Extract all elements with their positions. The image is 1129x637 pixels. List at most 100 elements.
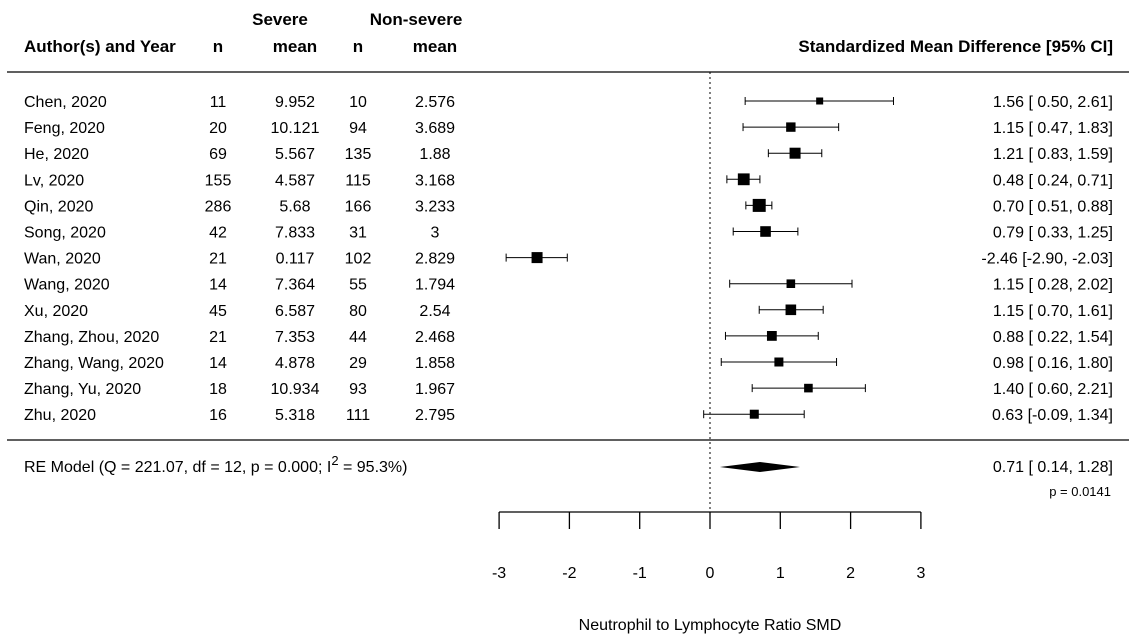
study-label: He, 2020: [24, 146, 89, 163]
x-tick-label: 3: [916, 565, 925, 582]
x-tick-label: -1: [633, 565, 647, 582]
x-tick-label: 1: [776, 565, 785, 582]
mean-nonsevere-value: 3.168: [415, 172, 455, 189]
mean-nonsevere-value: 1.967: [415, 381, 455, 398]
summary-row: RE Model (Q = 221.07, df = 12, p = 0.000…: [24, 453, 1113, 499]
mean-severe-value: 7.353: [275, 329, 315, 346]
n-severe-value: 286: [205, 198, 232, 215]
point-estimate: [531, 252, 543, 264]
ci-text: -2.46 [-2.90, -2.03]: [981, 251, 1113, 268]
point-estimate: [816, 97, 824, 105]
point-estimate: [737, 173, 750, 186]
study-label: Song, 2020: [24, 225, 106, 242]
x-tick-label: -2: [562, 565, 576, 582]
n-nonsevere-value: 10: [349, 94, 367, 111]
n-severe-value: 45: [209, 303, 227, 320]
n-nonsevere-value: 94: [349, 120, 367, 137]
ci-text: 0.48 [ 0.24, 0.71]: [993, 172, 1113, 189]
study-label: Zhang, Zhou, 2020: [24, 329, 159, 346]
n-nonsevere-value: 115: [345, 172, 371, 189]
study-row: Song, 2020 42 7.833 31 3 0.79 [ 0.33, 1.25]: [24, 225, 1113, 242]
mean-severe-value: 5.318: [275, 407, 315, 424]
n-nonsevere-value: 166: [345, 198, 372, 215]
study-row: Wang, 2020 14 7.364 55 1.794 1.15 [ 0.28, 2.0…: [24, 277, 1113, 294]
study-row: Xu, 2020 45 6.587 80 2.54 1.15 [ 0.70, 1.61]: [24, 303, 1113, 320]
n-nonsevere-value: 93: [349, 381, 367, 398]
x-tick-label: -3: [492, 565, 506, 582]
header-n-nonsevere: n: [353, 37, 363, 56]
point-estimate: [789, 147, 801, 159]
point-estimate: [786, 279, 796, 288]
header-effect: Standardized Mean Difference [95% CI]: [798, 37, 1113, 56]
summary-label-superscript: 2: [331, 453, 338, 468]
ci-text: 1.15 [ 0.47, 1.83]: [993, 120, 1113, 137]
summary-ci-text: 0.71 [ 0.14, 1.28]: [993, 459, 1113, 476]
summary-label: RE Model (Q = 221.07, df = 12, p = 0.000…: [24, 453, 407, 476]
study-label: Feng, 2020: [24, 120, 105, 137]
ci-text: 0.88 [ 0.22, 1.54]: [993, 329, 1113, 346]
n-severe-value: 69: [209, 146, 227, 163]
point-estimate: [785, 304, 797, 316]
mean-severe-value: 9.952: [275, 94, 315, 111]
mean-nonsevere-value: 3: [431, 225, 440, 242]
header-severe-group: Severe: [252, 10, 308, 29]
n-nonsevere-value: 44: [349, 329, 367, 346]
ci-text: 1.15 [ 0.70, 1.61]: [993, 303, 1113, 320]
study-row: Wan, 2020 21 0.117 102 2.829 -2.46 [-2.90, -2…: [24, 251, 1113, 268]
n-nonsevere-value: 111: [346, 407, 370, 424]
ci-text: 1.56 [ 0.50, 2.61]: [993, 94, 1113, 111]
summary-label-post: = 95.3%): [339, 459, 408, 476]
ci-text: 0.63 [-0.09, 1.34]: [992, 407, 1113, 424]
n-nonsevere-value: 55: [349, 277, 367, 294]
mean-severe-value: 10.934: [271, 381, 320, 398]
mean-nonsevere-value: 2.468: [415, 329, 455, 346]
n-nonsevere-value: 29: [349, 355, 367, 372]
column-headers: Author(s) and Year n Severe mean n Non-s…: [24, 10, 1113, 56]
study-row: Chen, 2020 11 9.952 10 2.576 1.56 [ 0.50, 2.6…: [24, 94, 1113, 111]
ci-text: 1.21 [ 0.83, 1.59]: [993, 146, 1113, 163]
mean-nonsevere-value: 3.689: [415, 120, 455, 137]
mean-nonsevere-value: 3.233: [415, 198, 455, 215]
summary-diamond: [719, 462, 800, 472]
summary-label-pre: RE Model (Q = 221.07, df = 12, p = 0.000…: [24, 459, 331, 476]
n-severe-value: 14: [209, 355, 227, 372]
mean-severe-value: 4.878: [275, 355, 315, 372]
n-severe-value: 14: [209, 277, 227, 294]
mean-nonsevere-value: 2.829: [415, 251, 455, 268]
n-nonsevere-value: 80: [349, 303, 367, 320]
n-severe-value: 20: [209, 120, 227, 137]
header-mean-nonsevere: mean: [413, 37, 457, 56]
point-estimate: [786, 122, 796, 132]
study-label: Xu, 2020: [24, 303, 88, 320]
study-label: Qin, 2020: [24, 198, 93, 215]
study-row: He, 2020 69 5.567 135 1.88 1.21 [ 0.83, 1.59]: [24, 146, 1113, 163]
point-estimate: [749, 409, 759, 419]
ci-text: 0.70 [ 0.51, 0.88]: [993, 198, 1113, 215]
x-tick-label: 0: [706, 565, 715, 582]
mean-nonsevere-value: 1.88: [419, 146, 450, 163]
mean-severe-value: 4.587: [275, 172, 315, 189]
header-nonsevere-group: Non-severe: [370, 10, 463, 29]
study-rows: Chen, 2020 11 9.952 10 2.576 1.56 [ 0.50, 2.6…: [24, 94, 1113, 424]
n-severe-value: 18: [209, 381, 227, 398]
x-tick-label: 2: [846, 565, 855, 582]
n-nonsevere-value: 135: [345, 146, 372, 163]
n-nonsevere-value: 102: [345, 251, 372, 268]
n-severe-value: 155: [205, 172, 232, 189]
study-row: Zhang, Wang, 2020 14 4.878 29 1.858 0.98 [ 0.…: [24, 355, 1113, 372]
study-row: Qin, 2020 286 5.68 166 3.233 0.70 [ 0.51, 0.8…: [24, 198, 1113, 215]
point-estimate: [760, 226, 771, 237]
study-row: Lv, 2020 155 4.587 115 3.168 0.48 [ 0.24, 0.7…: [24, 172, 1113, 189]
study-label: Zhang, Wang, 2020: [24, 355, 164, 372]
n-severe-value: 21: [209, 251, 227, 268]
point-estimate: [752, 198, 766, 212]
x-axis-label: Neutrophil to Lymphocyte Ratio SMD: [579, 617, 842, 634]
mean-severe-value: 5.567: [275, 146, 315, 163]
study-row: Zhu, 2020 16 5.318 111 2.795 0.63 [-0.09, 1.3…: [24, 407, 1113, 424]
mean-nonsevere-value: 2.576: [415, 94, 455, 111]
mean-severe-value: 7.364: [275, 277, 315, 294]
study-row: Zhang, Yu, 2020 18 10.934 93 1.967 1.40 [ 0.6…: [24, 381, 1113, 398]
mean-nonsevere-value: 1.794: [415, 277, 455, 294]
mean-nonsevere-value: 2.54: [419, 303, 450, 320]
